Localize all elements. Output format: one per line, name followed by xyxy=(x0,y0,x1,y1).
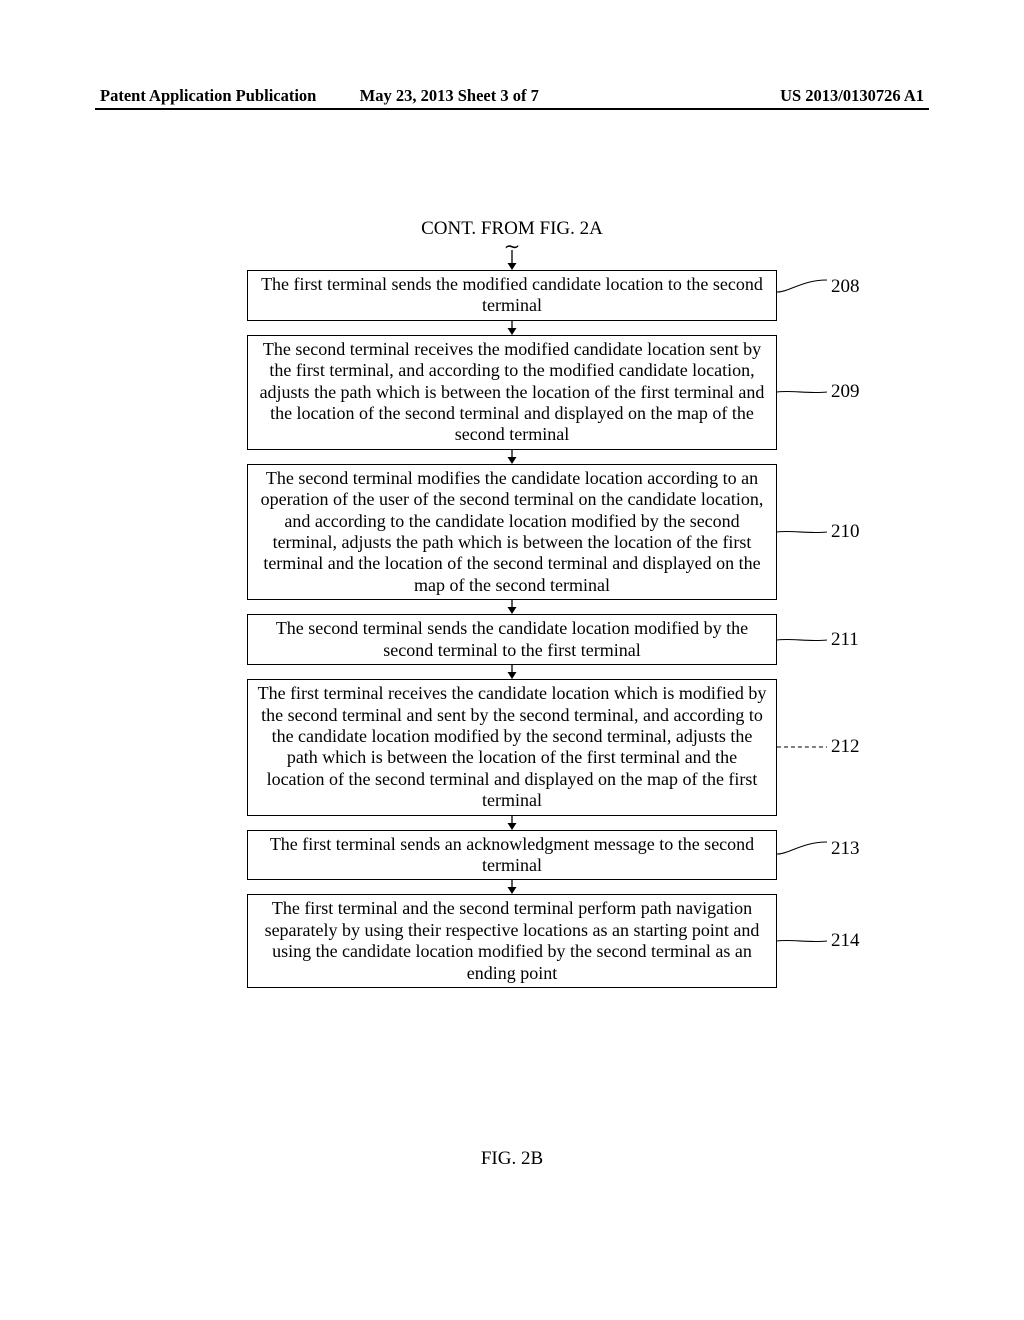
leader-line xyxy=(777,737,827,757)
step-number: 210 xyxy=(831,521,860,543)
arrow-down-icon xyxy=(505,665,519,679)
header-left: Patent Application Publication xyxy=(100,86,316,106)
flow-arrow xyxy=(0,665,1024,679)
flow-step-box: The second terminal receives the modifie… xyxy=(247,335,777,450)
flow-step-box: The first terminal sends the modified ca… xyxy=(247,270,777,321)
flow-arrow xyxy=(0,321,1024,335)
step-number-group: 213 xyxy=(777,838,860,860)
flow-step-row: The first terminal sends the modified ca… xyxy=(0,270,1024,321)
flow-step-row: The second terminal receives the modifie… xyxy=(0,335,1024,450)
leader-line xyxy=(777,931,827,951)
step-number-group: 210 xyxy=(777,521,860,543)
flow-arrow xyxy=(0,600,1024,614)
arrow-down-icon xyxy=(505,250,519,270)
flow-arrow xyxy=(0,250,1024,270)
leader-line xyxy=(777,522,827,542)
arrow-down-icon xyxy=(505,321,519,335)
flow-step-box: The first terminal receives the candidat… xyxy=(247,679,777,815)
step-number-group: 214 xyxy=(777,930,860,952)
leader-line xyxy=(777,277,827,297)
header-center: May 23, 2013 Sheet 3 of 7 xyxy=(360,86,539,106)
step-number: 209 xyxy=(831,381,860,403)
leader-line xyxy=(777,382,827,402)
step-number: 214 xyxy=(831,930,860,952)
flow-step-box: The first terminal sends an acknowledgme… xyxy=(247,830,777,881)
leader-line xyxy=(777,630,827,650)
step-number: 208 xyxy=(831,276,860,298)
header-rule xyxy=(95,108,929,110)
figure-label: FIG. 2B xyxy=(0,1148,1024,1170)
flow-step-row: The first terminal sends an acknowledgme… xyxy=(0,830,1024,881)
flow-step-row: The second terminal modifies the candida… xyxy=(0,464,1024,600)
flow-step-box: The first terminal and the second termin… xyxy=(247,894,777,988)
step-number: 211 xyxy=(831,629,859,651)
step-number: 212 xyxy=(831,736,860,758)
arrow-down-icon xyxy=(505,600,519,614)
page: Patent Application Publication May 23, 2… xyxy=(0,0,1024,1320)
step-number-group: 209 xyxy=(777,381,860,403)
flow-step-row: The second terminal sends the candidate … xyxy=(0,614,1024,665)
arrow-down-icon xyxy=(505,816,519,830)
step-number: 213 xyxy=(831,838,860,860)
flowchart: CONT. FROM FIG. 2A ∼ The first terminal … xyxy=(0,218,1024,988)
flow-arrow xyxy=(0,816,1024,830)
flow-step-box: The second terminal modifies the candida… xyxy=(247,464,777,600)
flow-step-row: The first terminal receives the candidat… xyxy=(0,679,1024,815)
leader-line xyxy=(777,839,827,859)
arrow-down-icon xyxy=(505,880,519,894)
header-right: US 2013/0130726 A1 xyxy=(780,86,924,106)
arrow-down-icon xyxy=(505,450,519,464)
page-header: Patent Application Publication May 23, 2… xyxy=(100,86,924,106)
step-number-group: 212 xyxy=(777,736,860,758)
flow-arrow xyxy=(0,880,1024,894)
flow-arrow xyxy=(0,450,1024,464)
flow-step-row: The first terminal and the second termin… xyxy=(0,894,1024,988)
step-number-group: 211 xyxy=(777,629,859,651)
step-number-group: 208 xyxy=(777,276,860,298)
flow-step-box: The second terminal sends the candidate … xyxy=(247,614,777,665)
